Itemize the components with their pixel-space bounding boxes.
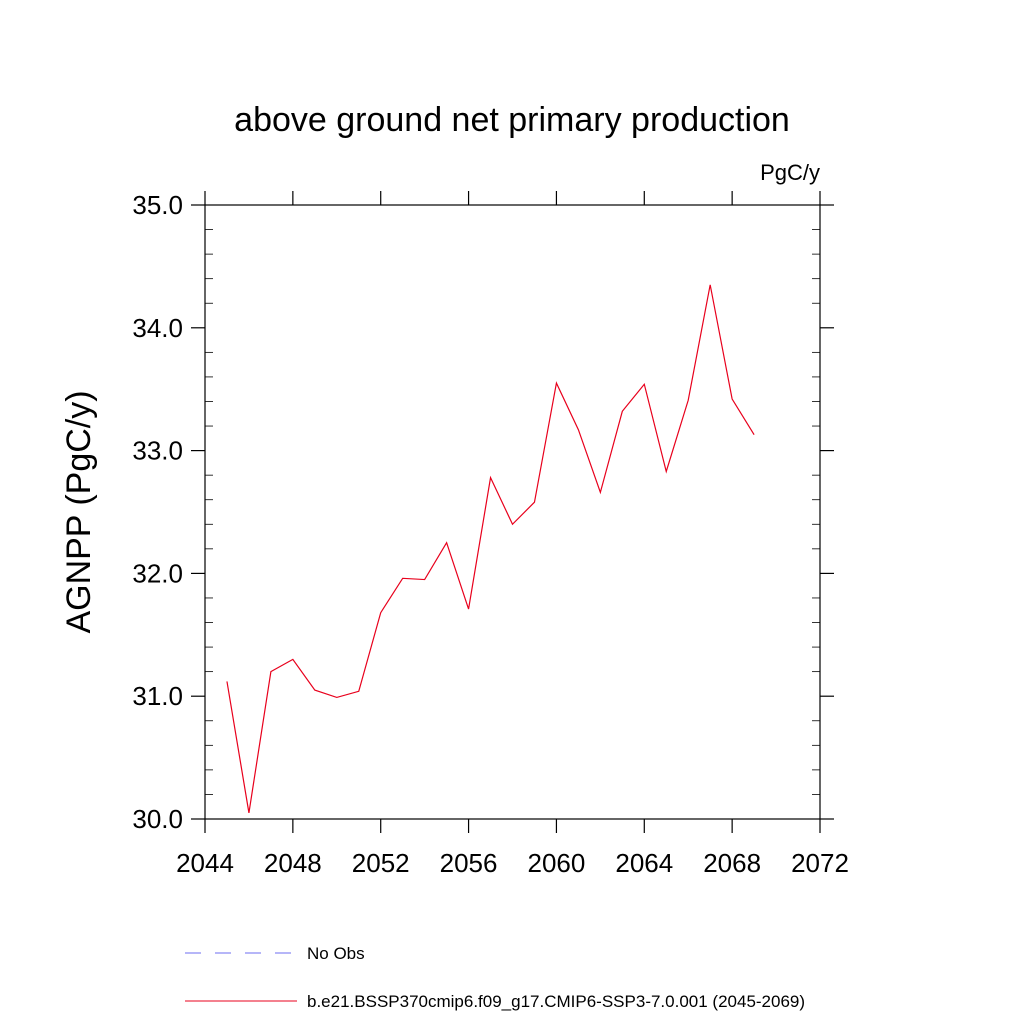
legend: No Obs b.e21.BSSP370cmip6.f09_g17.CMIP6-S…	[185, 944, 805, 1011]
x-tick-label: 2048	[264, 848, 322, 878]
axis-tick-labels: 2044 2048 2052 2056 2060 2064 2068 2072 30.0 31.0…	[132, 190, 849, 878]
chart-title: above ground net primary production	[234, 101, 790, 139]
legend-label: No Obs	[307, 944, 365, 963]
x-tick-label: 2044	[176, 848, 234, 878]
legend-label: b.e21.BSSP370cmip6.f09_g17.CMIP6-SSP3-7.…	[307, 992, 805, 1011]
x-tick-label: 2064	[615, 848, 673, 878]
y-tick-label: 31.0	[132, 681, 183, 711]
series-line-0	[226, 284, 755, 813]
x-tick-label: 2072	[791, 848, 849, 878]
y-axis-label: AGNPP (PgC/y)	[60, 390, 98, 633]
x-tick-label: 2052	[352, 848, 410, 878]
x-tick-label: 2068	[703, 848, 761, 878]
y-tick-label: 34.0	[132, 313, 183, 343]
plot-frame	[204, 204, 821, 820]
y-tick-label: 30.0	[132, 804, 183, 834]
x-tick-label: 2056	[440, 848, 498, 878]
series-layer	[226, 284, 755, 813]
y-tick-label: 33.0	[132, 436, 183, 466]
y-tick-label: 32.0	[132, 558, 183, 588]
x-tick-label: 2060	[528, 848, 586, 878]
axis-ticks	[191, 191, 834, 833]
y-tick-label: 35.0	[132, 190, 183, 220]
units-label: PgC/y	[760, 160, 820, 185]
